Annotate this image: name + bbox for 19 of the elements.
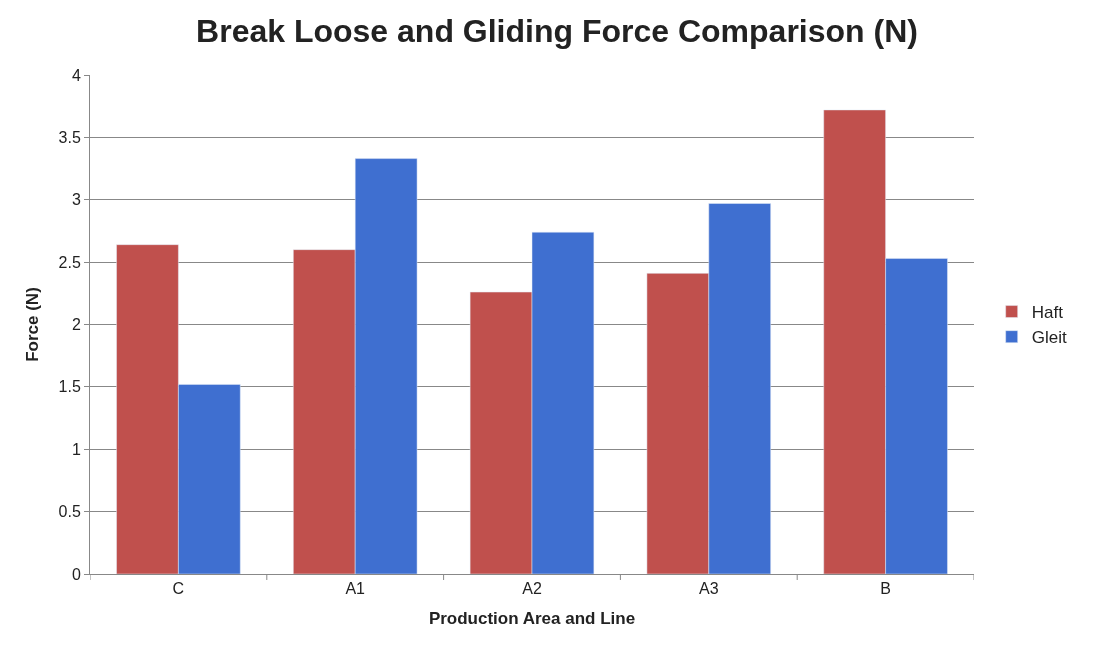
x-tick-label: A2 — [522, 580, 542, 598]
y-axis-title: Force (N) — [23, 287, 43, 362]
chart-title: Break Loose and Gliding Force Comparison (N) — [196, 13, 918, 50]
x-tick-label: C — [172, 580, 185, 598]
y-tick-label: 1 — [71, 440, 81, 458]
legend-label: Gleit — [1031, 328, 1067, 348]
x-tick-label: A3 — [699, 580, 719, 598]
x-tick-label: B — [880, 580, 891, 598]
y-tick-label: 2 — [71, 316, 81, 334]
y-tick-label: 3.5 — [58, 128, 81, 146]
y-tick-label: 1.5 — [58, 378, 81, 396]
y-tick-label: 4 — [71, 66, 81, 84]
legend-label: Haft — [1031, 303, 1064, 323]
y-tick-label: 3 — [71, 191, 81, 209]
x-tick-label: A1 — [345, 580, 366, 598]
x-axis-title: Production Area and Line — [428, 608, 636, 628]
y-tick-label: 0.5 — [58, 503, 81, 521]
y-tick-label: 0 — [71, 565, 81, 583]
y-tick-label: 2.5 — [58, 253, 81, 271]
